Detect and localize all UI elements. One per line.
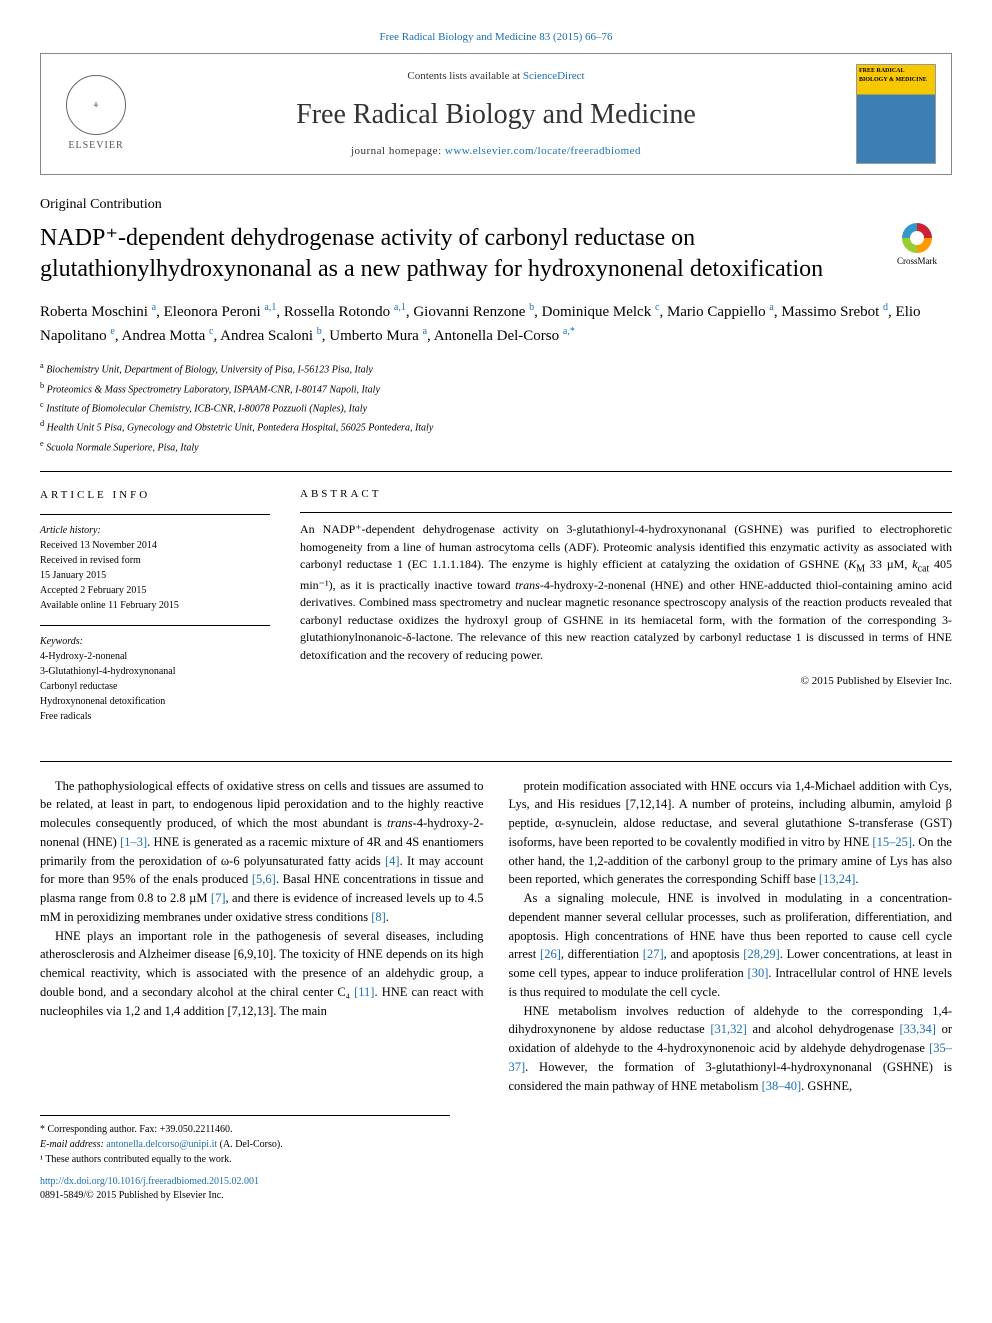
history-item: 15 January 2015 — [40, 568, 270, 583]
email-line: E-mail address: antonella.delcorso@unipi… — [40, 1137, 450, 1152]
body-paragraph: HNE metabolism involves reduction of ald… — [509, 1002, 953, 1096]
article-title: NADP⁺-dependent dehydrogenase activity o… — [40, 223, 882, 285]
issn-copyright: 0891-5849/© 2015 Published by Elsevier I… — [40, 1190, 224, 1201]
corresponding-author: * Corresponding author. Fax: +39.050.221… — [40, 1122, 450, 1137]
elsevier-tree-icon: ⚘ — [66, 75, 126, 135]
ref-link[interactable]: [31,32] — [710, 1022, 746, 1036]
history-item: Received in revised form — [40, 553, 270, 568]
body-column-left: The pathophysiological effects of oxidat… — [40, 777, 484, 1096]
footer-notes: * Corresponding author. Fax: +39.050.221… — [40, 1115, 450, 1167]
affiliation-item: c Institute of Biomolecular Chemistry, I… — [40, 398, 952, 417]
keyword-item: Free radicals — [40, 709, 270, 724]
abstract-text: An NADP⁺-dependent dehydrogenase activit… — [300, 521, 952, 664]
body-column-right: protein modification associated with HNE… — [509, 777, 953, 1096]
homepage-line: journal homepage: www.elsevier.com/locat… — [136, 144, 856, 159]
equal-contribution: ¹ These authors contributed equally to t… — [40, 1152, 450, 1167]
ref-link[interactable]: [28,29] — [743, 947, 779, 961]
divider — [40, 471, 952, 472]
body-text: The pathophysiological effects of oxidat… — [40, 777, 952, 1096]
journal-name: Free Radical Biology and Medicine — [136, 95, 856, 134]
authors-list: Roberta Moschini a, Eleonora Peroni a,1,… — [40, 300, 952, 347]
doi-section: http://dx.doi.org/10.1016/j.freeradbiome… — [40, 1175, 952, 1203]
body-paragraph: The pathophysiological effects of oxidat… — [40, 777, 484, 927]
ref-link[interactable]: [15–25] — [872, 835, 912, 849]
elsevier-text: ELSEVIER — [68, 139, 123, 153]
homepage-link[interactable]: www.elsevier.com/locate/freeradbiomed — [445, 145, 641, 157]
doi-link[interactable]: http://dx.doi.org/10.1016/j.freeradbiome… — [40, 1176, 259, 1187]
ref-link[interactable]: [35–37] — [509, 1041, 953, 1074]
crossmark-badge[interactable]: CrossMark — [882, 223, 952, 268]
journal-header: ⚘ ELSEVIER Contents lists available at S… — [40, 53, 952, 175]
history-label: Article history: — [40, 523, 270, 538]
journal-cover-text: FREE RADICAL BIOLOGY & MEDICINE — [857, 65, 935, 86]
article-info-heading: ARTICLE INFO — [40, 487, 270, 504]
ref-link[interactable]: [7] — [211, 891, 226, 905]
email-link[interactable]: antonella.delcorso@unipi.it — [106, 1139, 217, 1150]
article-type: Original Contribution — [40, 195, 952, 215]
contents-line: Contents lists available at ScienceDirec… — [136, 69, 856, 84]
affiliation-item: b Proteomics & Mass Spectrometry Laborat… — [40, 379, 952, 398]
affiliation-item: e Scuola Normale Superiore, Pisa, Italy — [40, 437, 952, 456]
body-paragraph: As a signaling molecule, HNE is involved… — [509, 889, 953, 1002]
body-paragraph: HNE plays an important role in the patho… — [40, 927, 484, 1021]
article-info-sidebar: ARTICLE INFO Article history: Received 1… — [40, 487, 270, 736]
crossmark-label: CrossMark — [897, 255, 937, 268]
ref-link[interactable]: [5,6] — [252, 872, 276, 886]
keywords-label: Keywords: — [40, 634, 270, 649]
ref-link[interactable]: [38–40] — [762, 1079, 802, 1093]
keyword-item: 4-Hydroxy-2-nonenal — [40, 649, 270, 664]
ref-link[interactable]: [1–3] — [120, 835, 147, 849]
contents-prefix: Contents lists available at — [407, 70, 522, 82]
crossmark-icon — [902, 223, 932, 253]
sciencedirect-link[interactable]: ScienceDirect — [523, 70, 585, 82]
ref-link[interactable]: [26] — [540, 947, 561, 961]
email-label: E-mail address: — [40, 1139, 106, 1150]
affiliation-item: d Health Unit 5 Pisa, Gynecology and Obs… — [40, 417, 952, 436]
ref-link[interactable]: [4] — [385, 854, 400, 868]
abstract-heading: ABSTRACT — [300, 487, 952, 502]
ref-link[interactable]: [33,34] — [899, 1022, 935, 1036]
affiliation-item: a Biochemistry Unit, Department of Biolo… — [40, 359, 952, 378]
keyword-item: Carbonyl reductase — [40, 679, 270, 694]
abstract-copyright: © 2015 Published by Elsevier Inc. — [300, 674, 952, 689]
affiliations-list: a Biochemistry Unit, Department of Biolo… — [40, 359, 952, 456]
journal-cover-image[interactable]: FREE RADICAL BIOLOGY & MEDICINE — [856, 64, 936, 164]
elsevier-logo[interactable]: ⚘ ELSEVIER — [56, 69, 136, 159]
history-item: Received 13 November 2014 — [40, 538, 270, 553]
homepage-prefix: journal homepage: — [351, 145, 445, 157]
ref-link[interactable]: [11] — [354, 985, 374, 999]
ref-link[interactable]: [13,24] — [819, 872, 855, 886]
body-paragraph: protein modification associated with HNE… — [509, 777, 953, 890]
keyword-item: 3-Glutathionyl-4-hydroxynonanal — [40, 664, 270, 679]
abstract-column: ABSTRACT An NADP⁺-dependent dehydrogenas… — [300, 487, 952, 736]
email-name: (A. Del-Corso). — [217, 1139, 283, 1150]
history-item: Available online 11 February 2015 — [40, 598, 270, 613]
ref-link[interactable]: [8] — [371, 910, 386, 924]
divider — [40, 761, 952, 762]
ref-link[interactable]: [27] — [643, 947, 664, 961]
top-citation[interactable]: Free Radical Biology and Medicine 83 (20… — [40, 30, 952, 45]
ref-link[interactable]: [30] — [748, 966, 769, 980]
history-item: Accepted 2 February 2015 — [40, 583, 270, 598]
keyword-item: Hydroxynonenal detoxification — [40, 694, 270, 709]
